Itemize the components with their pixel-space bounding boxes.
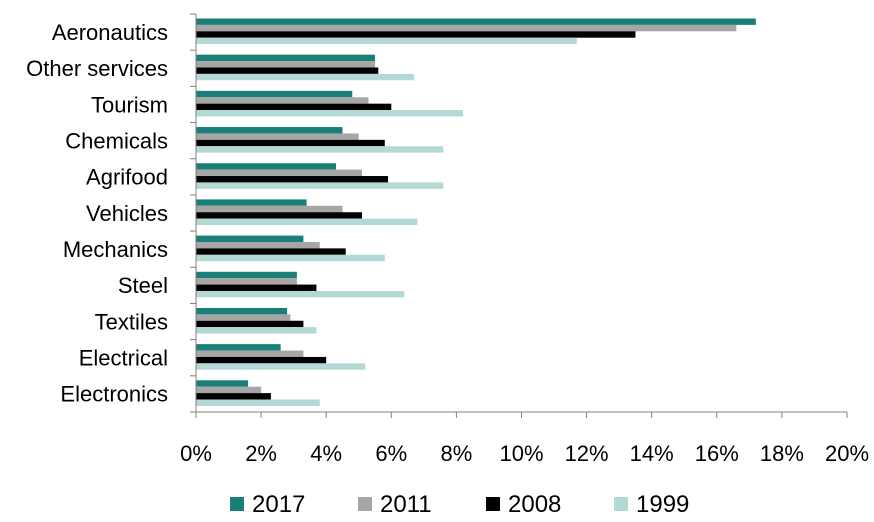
axes-group (190, 13, 848, 418)
legend: 2017 2011 2008 1999 (230, 491, 689, 518)
x-tick-label: 6% (375, 441, 407, 466)
category-label: Mechanics (63, 237, 168, 262)
bar-other-services-1999 (196, 73, 415, 81)
bar-electrical-2017 (196, 344, 281, 351)
legend-label-2011: 2011 (380, 491, 432, 518)
legend-swatch-2017 (230, 497, 244, 511)
bar-agrifood-2008 (196, 176, 389, 183)
x-tick-label: 4% (310, 441, 342, 466)
bar-textiles-2017 (196, 307, 288, 315)
bar-steel-1999 (196, 290, 405, 298)
bar-steel-2008 (196, 284, 317, 291)
bar-chemicals-2011 (196, 133, 359, 140)
bar-steel-2017 (196, 271, 297, 279)
bar-chemicals-2017 (196, 127, 343, 134)
bar-electronics-2017 (196, 380, 249, 387)
x-tick-label: 10% (499, 441, 543, 466)
bar-agrifood-1999 (196, 182, 444, 189)
category-label: Steel (118, 273, 168, 298)
category-label: Aeronautics (52, 20, 168, 45)
bar-aeronautics-2017 (196, 18, 756, 25)
bar-agrifood-2011 (196, 169, 363, 177)
bar-aeronautics-2011 (196, 24, 737, 32)
legend-swatch-2011 (358, 497, 372, 511)
x-tick-label: 12% (565, 441, 609, 466)
bar-tourism-2008 (196, 103, 392, 111)
legend-label-1999: 1999 (636, 491, 689, 518)
bar-tourism-2017 (196, 90, 353, 98)
bar-chemicals-1999 (196, 146, 444, 153)
bar-aeronautics-2008 (196, 31, 636, 38)
x-tick-label: 14% (630, 441, 674, 466)
category-label: Chemicals (65, 128, 168, 153)
bar-mechanics-2011 (196, 241, 320, 249)
bar-aeronautics-1999 (196, 37, 577, 45)
bar-vehicles-2008 (196, 212, 363, 219)
bar-electrical-1999 (196, 363, 366, 370)
bar-electronics-2008 (196, 393, 271, 400)
bar-other-services-2011 (196, 61, 376, 68)
bar-mechanics-2017 (196, 235, 304, 242)
bar-chemicals-2008 (196, 139, 385, 147)
bar-textiles-2008 (196, 320, 304, 328)
bar-electronics-1999 (196, 399, 320, 406)
bar-agrifood-2017 (196, 163, 336, 170)
x-tick-label: 18% (760, 441, 804, 466)
x-tick-labels: 0% 2% 4% 6% 8% 10% 12% 14% 16% 18% 20% (180, 441, 869, 466)
x-tick-label: 16% (695, 441, 739, 466)
bar-steel-2011 (196, 278, 297, 285)
bar-mechanics-2008 (196, 248, 346, 255)
category-label: Textiles (95, 309, 168, 334)
bar-mechanics-1999 (196, 254, 385, 262)
category-label: Vehicles (86, 201, 168, 226)
bar-vehicles-2017 (196, 199, 307, 206)
x-tick-label: 20% (825, 441, 869, 466)
category-labels: Aeronautics Other services Tourism Chemical… (26, 20, 168, 407)
x-tick-label: 0% (180, 441, 212, 466)
bar-tourism-2011 (196, 97, 369, 104)
bar-vehicles-1999 (196, 218, 418, 226)
bar-electronics-2011 (196, 386, 262, 394)
legend-swatch-2008 (486, 497, 500, 511)
bar-vehicles-2011 (196, 205, 343, 213)
bar-textiles-2011 (196, 314, 291, 321)
category-label: Tourism (91, 92, 168, 117)
bar-tourism-1999 (196, 110, 463, 117)
category-label: Agrifood (86, 165, 168, 190)
legend-label-2008: 2008 (508, 491, 561, 518)
x-tick-label: 2% (245, 441, 277, 466)
bar-electrical-2011 (196, 350, 304, 357)
category-label: Electrical (79, 346, 168, 371)
bar-electrical-2008 (196, 356, 327, 364)
legend-label-2017: 2017 (252, 491, 305, 518)
bar-other-services-2008 (196, 67, 379, 74)
bar-textiles-1999 (196, 327, 317, 334)
category-label: Other services (26, 56, 168, 81)
legend-swatch-1999 (614, 497, 628, 511)
bar-other-services-2017 (196, 54, 376, 62)
bars-group (196, 18, 756, 406)
x-tick-label: 8% (441, 441, 473, 466)
category-label: Electronics (60, 382, 168, 407)
